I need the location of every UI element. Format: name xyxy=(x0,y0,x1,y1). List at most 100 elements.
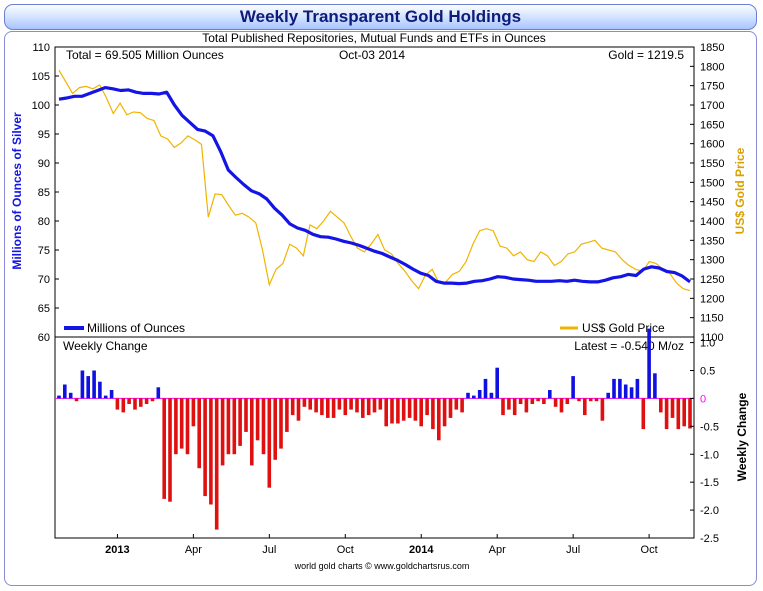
right-tick-label: 1150 xyxy=(700,313,724,325)
weekly-change-bar xyxy=(57,395,61,399)
weekly-change-bar xyxy=(255,398,260,441)
weekly-change-bar xyxy=(109,390,114,399)
right-tick-label: 1300 xyxy=(700,255,724,267)
weekly-change-bar xyxy=(483,378,488,399)
weekly-change-bar xyxy=(179,398,184,449)
weekly-change-bar xyxy=(594,398,599,402)
weekly-change-bar xyxy=(285,398,289,432)
weekly-change-bar xyxy=(623,384,628,399)
weekly-change-bar xyxy=(495,367,499,399)
weekly-change-bar xyxy=(460,398,464,413)
weekly-change-bar xyxy=(244,398,248,432)
weekly-change-bar xyxy=(308,398,312,410)
right-tick-label: 1350 xyxy=(700,235,724,247)
weekly-change-bar xyxy=(372,398,377,413)
weekly-change-bar xyxy=(63,384,67,399)
weekly-change-bar xyxy=(261,398,266,455)
weekly-change-bar xyxy=(144,398,149,404)
right-tick-label: 1750 xyxy=(700,81,724,93)
weekly-change-bar xyxy=(612,378,616,399)
weekly-change-bar xyxy=(115,398,120,410)
weekly-change-bar xyxy=(314,398,318,413)
weekly-change-bar xyxy=(238,398,242,446)
weekly-change-bar xyxy=(80,370,85,399)
weekly-change-bar xyxy=(548,390,552,399)
weekly-change-bar xyxy=(431,398,435,430)
x-tick-label: 2014 xyxy=(409,544,434,556)
weekly-change-bar xyxy=(191,398,196,427)
left-tick-label: 70 xyxy=(38,274,50,286)
weekly-change-bar xyxy=(378,398,383,410)
right-tick-label: 1100 xyxy=(700,332,724,344)
bottom-right-tick-label: -1.0 xyxy=(700,449,719,461)
weekly-change-bar xyxy=(337,398,342,410)
date-label: Oct-03 2014 xyxy=(339,48,405,62)
weekly-change-bar xyxy=(524,398,529,413)
weekly-change-bar xyxy=(226,398,231,455)
weekly-change-bar xyxy=(320,398,324,416)
weekly-change-bar xyxy=(290,398,295,416)
weekly-change-bar xyxy=(676,398,681,430)
bottom-right-tick-label: -2.0 xyxy=(700,505,719,517)
gold-price-label: Gold = 1219.5 xyxy=(608,48,684,62)
bottom-right-tick-label: -0.5 xyxy=(700,421,719,433)
chart-panel xyxy=(4,31,757,586)
weekly-change-bar xyxy=(349,398,353,410)
weekly-change-bar xyxy=(518,398,523,404)
right-tick-label: 1450 xyxy=(700,197,724,209)
weekly-change-bar xyxy=(559,398,564,413)
weekly-change-bar xyxy=(618,378,622,399)
weekly-change-bar xyxy=(653,373,657,399)
weekly-change-bar xyxy=(86,376,90,399)
weekly-change-bar xyxy=(296,398,301,421)
left-tick-label: 100 xyxy=(32,100,50,112)
bottom-right-tick-label: 1.0 xyxy=(700,338,715,350)
weekly-change-bar xyxy=(647,328,651,399)
weekly-change-bar xyxy=(361,398,365,418)
x-tick-label: Apr xyxy=(489,544,506,556)
right-axis-ticks: 1100 1150 1200 1250 1300 1350 1400 1450 1500 1550… xyxy=(690,42,724,344)
weekly-change-bar xyxy=(366,398,371,416)
weekly-change-bar xyxy=(641,398,646,430)
x-tick-label: Oct xyxy=(641,544,658,556)
x-tick-label: Jul xyxy=(566,544,580,556)
weekly-change-bar xyxy=(536,398,540,402)
weekly-change-bar xyxy=(413,398,418,421)
weekly-change-bar xyxy=(326,398,330,418)
weekly-change-bar xyxy=(103,395,108,399)
latest-change-label: Latest = -0.540 M/oz xyxy=(574,339,684,353)
weekly-change-bar xyxy=(577,398,581,402)
footer-credit: world gold charts © www.goldchartsrus.co… xyxy=(294,561,470,571)
weekly-change-bar xyxy=(302,398,307,407)
weekly-change-bar xyxy=(74,398,79,402)
weekly-change-bar xyxy=(185,398,190,455)
weekly-change-bar xyxy=(437,398,441,441)
weekly-change-bar xyxy=(688,398,692,429)
weekly-change-bar xyxy=(454,398,459,410)
weekly-change-bar xyxy=(448,398,453,418)
weekly-change-bar xyxy=(220,398,225,466)
weekly-change-bar xyxy=(629,387,634,399)
right-tick-label: 1500 xyxy=(700,177,724,189)
bottom-right-tick-label: 0 xyxy=(700,393,706,405)
top-plot-frame xyxy=(54,46,695,338)
weekly-change-bar xyxy=(214,398,219,530)
left-tick-label: 75 xyxy=(38,245,50,257)
weekly-change-bar xyxy=(203,398,207,497)
weekly-change-bar xyxy=(92,370,96,399)
x-tick-label: Jul xyxy=(262,544,276,556)
left-tick-label: 65 xyxy=(38,303,50,315)
weekly-change-bar xyxy=(273,398,277,460)
weekly-change-bar xyxy=(588,398,593,402)
weekly-change-bar xyxy=(542,398,546,404)
weekly-change-bar xyxy=(553,398,558,407)
top-chart-title: Total Published Repositories, Mutual Fun… xyxy=(202,31,546,45)
weekly-change-bar xyxy=(390,398,394,424)
weekly-change-bar xyxy=(209,398,213,505)
weekly-change-bar xyxy=(530,398,535,404)
weekly-change-bar xyxy=(279,398,283,449)
chart-title: Weekly Transparent Gold Holdings xyxy=(4,4,757,30)
weekly-change-bar xyxy=(174,398,178,455)
price-legend-label: US$ Gold Price xyxy=(582,321,665,335)
bottom-right-tick-label: 0.5 xyxy=(700,366,715,378)
